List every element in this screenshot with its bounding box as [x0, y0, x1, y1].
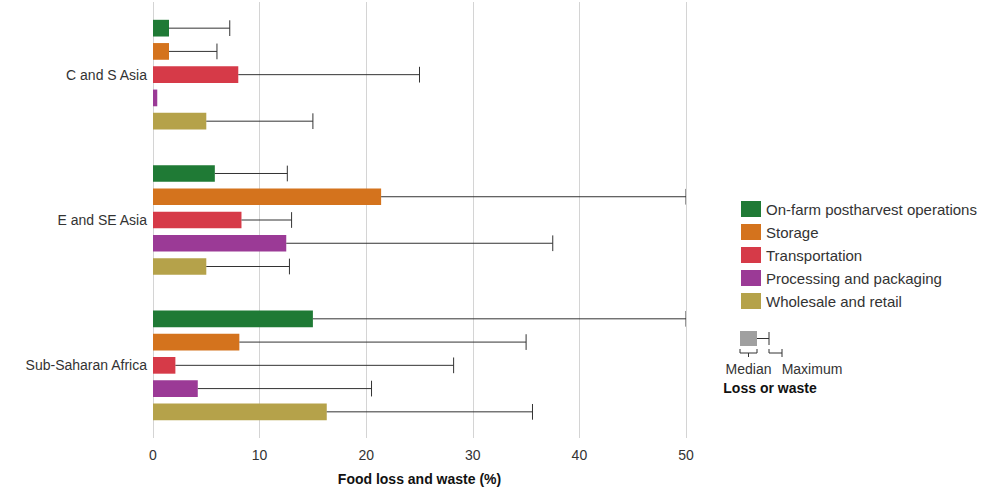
svg-text:On-farm postharvest operations: On-farm postharvest operations — [766, 201, 977, 218]
svg-text:Loss or waste: Loss or waste — [723, 380, 817, 396]
svg-text:30: 30 — [465, 447, 481, 463]
svg-text:E and SE Asia: E and SE Asia — [57, 212, 147, 228]
svg-text:C and S Asia: C and S Asia — [66, 67, 147, 83]
svg-text:Wholesale and retail: Wholesale and retail — [766, 293, 902, 310]
svg-text:Maximum: Maximum — [782, 361, 843, 377]
svg-text:Median: Median — [726, 361, 772, 377]
svg-text:Sub-Saharan Africa: Sub-Saharan Africa — [26, 357, 148, 373]
svg-text:20: 20 — [358, 447, 374, 463]
svg-text:Storage: Storage — [766, 224, 819, 241]
svg-text:40: 40 — [572, 447, 588, 463]
svg-text:10: 10 — [252, 447, 268, 463]
svg-text:0: 0 — [149, 447, 157, 463]
svg-text:50: 50 — [678, 447, 694, 463]
svg-text:Processing and packaging: Processing and packaging — [766, 270, 942, 287]
svg-text:Food loss and waste (%): Food loss and waste (%) — [338, 471, 501, 487]
svg-text:Transportation: Transportation — [766, 247, 862, 264]
